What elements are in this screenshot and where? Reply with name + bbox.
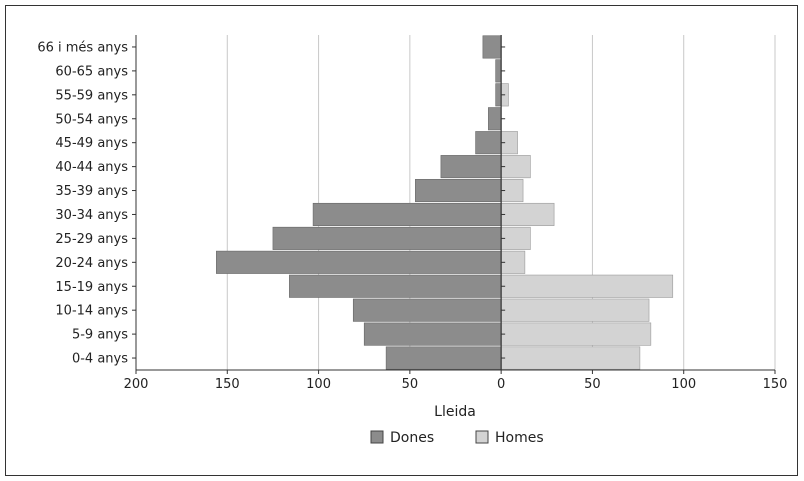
bar-dones [312,202,502,226]
category-label: 5-9 anys [72,328,128,343]
category-label: 30-34 anys [55,208,128,223]
x-tick-label: 50 [402,377,419,392]
category-label: 25-29 anys [55,232,128,247]
x-tick-label: 100 [671,377,696,392]
bar-homes [500,226,531,250]
axes [132,35,775,371]
bar-dones [415,179,502,203]
category-label: 0-4 anys [72,352,128,367]
legend: Dones Homes [370,430,544,446]
legend-swatch [475,430,489,444]
bar-dones [488,107,502,131]
bar-dones [440,155,502,179]
bar-homes [500,155,531,179]
x-tick-label: 50 [584,377,601,392]
bar-homes [500,322,652,346]
legend-swatch [370,430,384,444]
x-tick-label: 0 [497,377,505,392]
x-tick-labels: 200 150 100 50 0 50 100 150 [124,370,788,392]
category-label: 66 i més anys [37,40,128,55]
category-label: 10-14 anys [55,304,128,319]
bar-homes [500,202,555,226]
x-tick-label: 150 [763,377,788,392]
bar-homes [500,346,641,370]
bar-dones [482,35,502,59]
x-tick-label: 200 [124,377,149,392]
category-label: 50-54 anys [55,112,128,127]
category-label: 60-65 anys [55,64,128,79]
bar-dones [495,59,502,83]
category-labels: 66 i més anys 60-65 anys 55-59 anys 50-54 a… [37,40,128,366]
x-tick-label: 100 [306,377,331,392]
bar-dones [475,131,502,155]
category-label: 35-39 anys [55,184,128,199]
bar-homes [500,298,650,322]
bar-dones [385,346,502,370]
bar-dones [272,226,502,250]
legend-label: Dones [390,430,434,446]
category-label: 15-19 anys [55,280,128,295]
bar-dones [363,322,502,346]
x-tick-label: 150 [215,377,240,392]
category-label: 55-59 anys [55,88,128,103]
bar-dones [495,83,502,107]
category-label: 40-44 anys [55,160,128,175]
category-label: 45-49 anys [55,136,128,151]
bar-homes [500,274,674,298]
bar-dones [352,298,502,322]
bars [216,35,674,370]
x-axis-title: Lleida [434,404,476,420]
bar-dones [289,274,502,298]
category-label: 20-24 anys [55,256,128,271]
legend-label: Homes [495,430,544,446]
bar-dones [216,250,502,274]
